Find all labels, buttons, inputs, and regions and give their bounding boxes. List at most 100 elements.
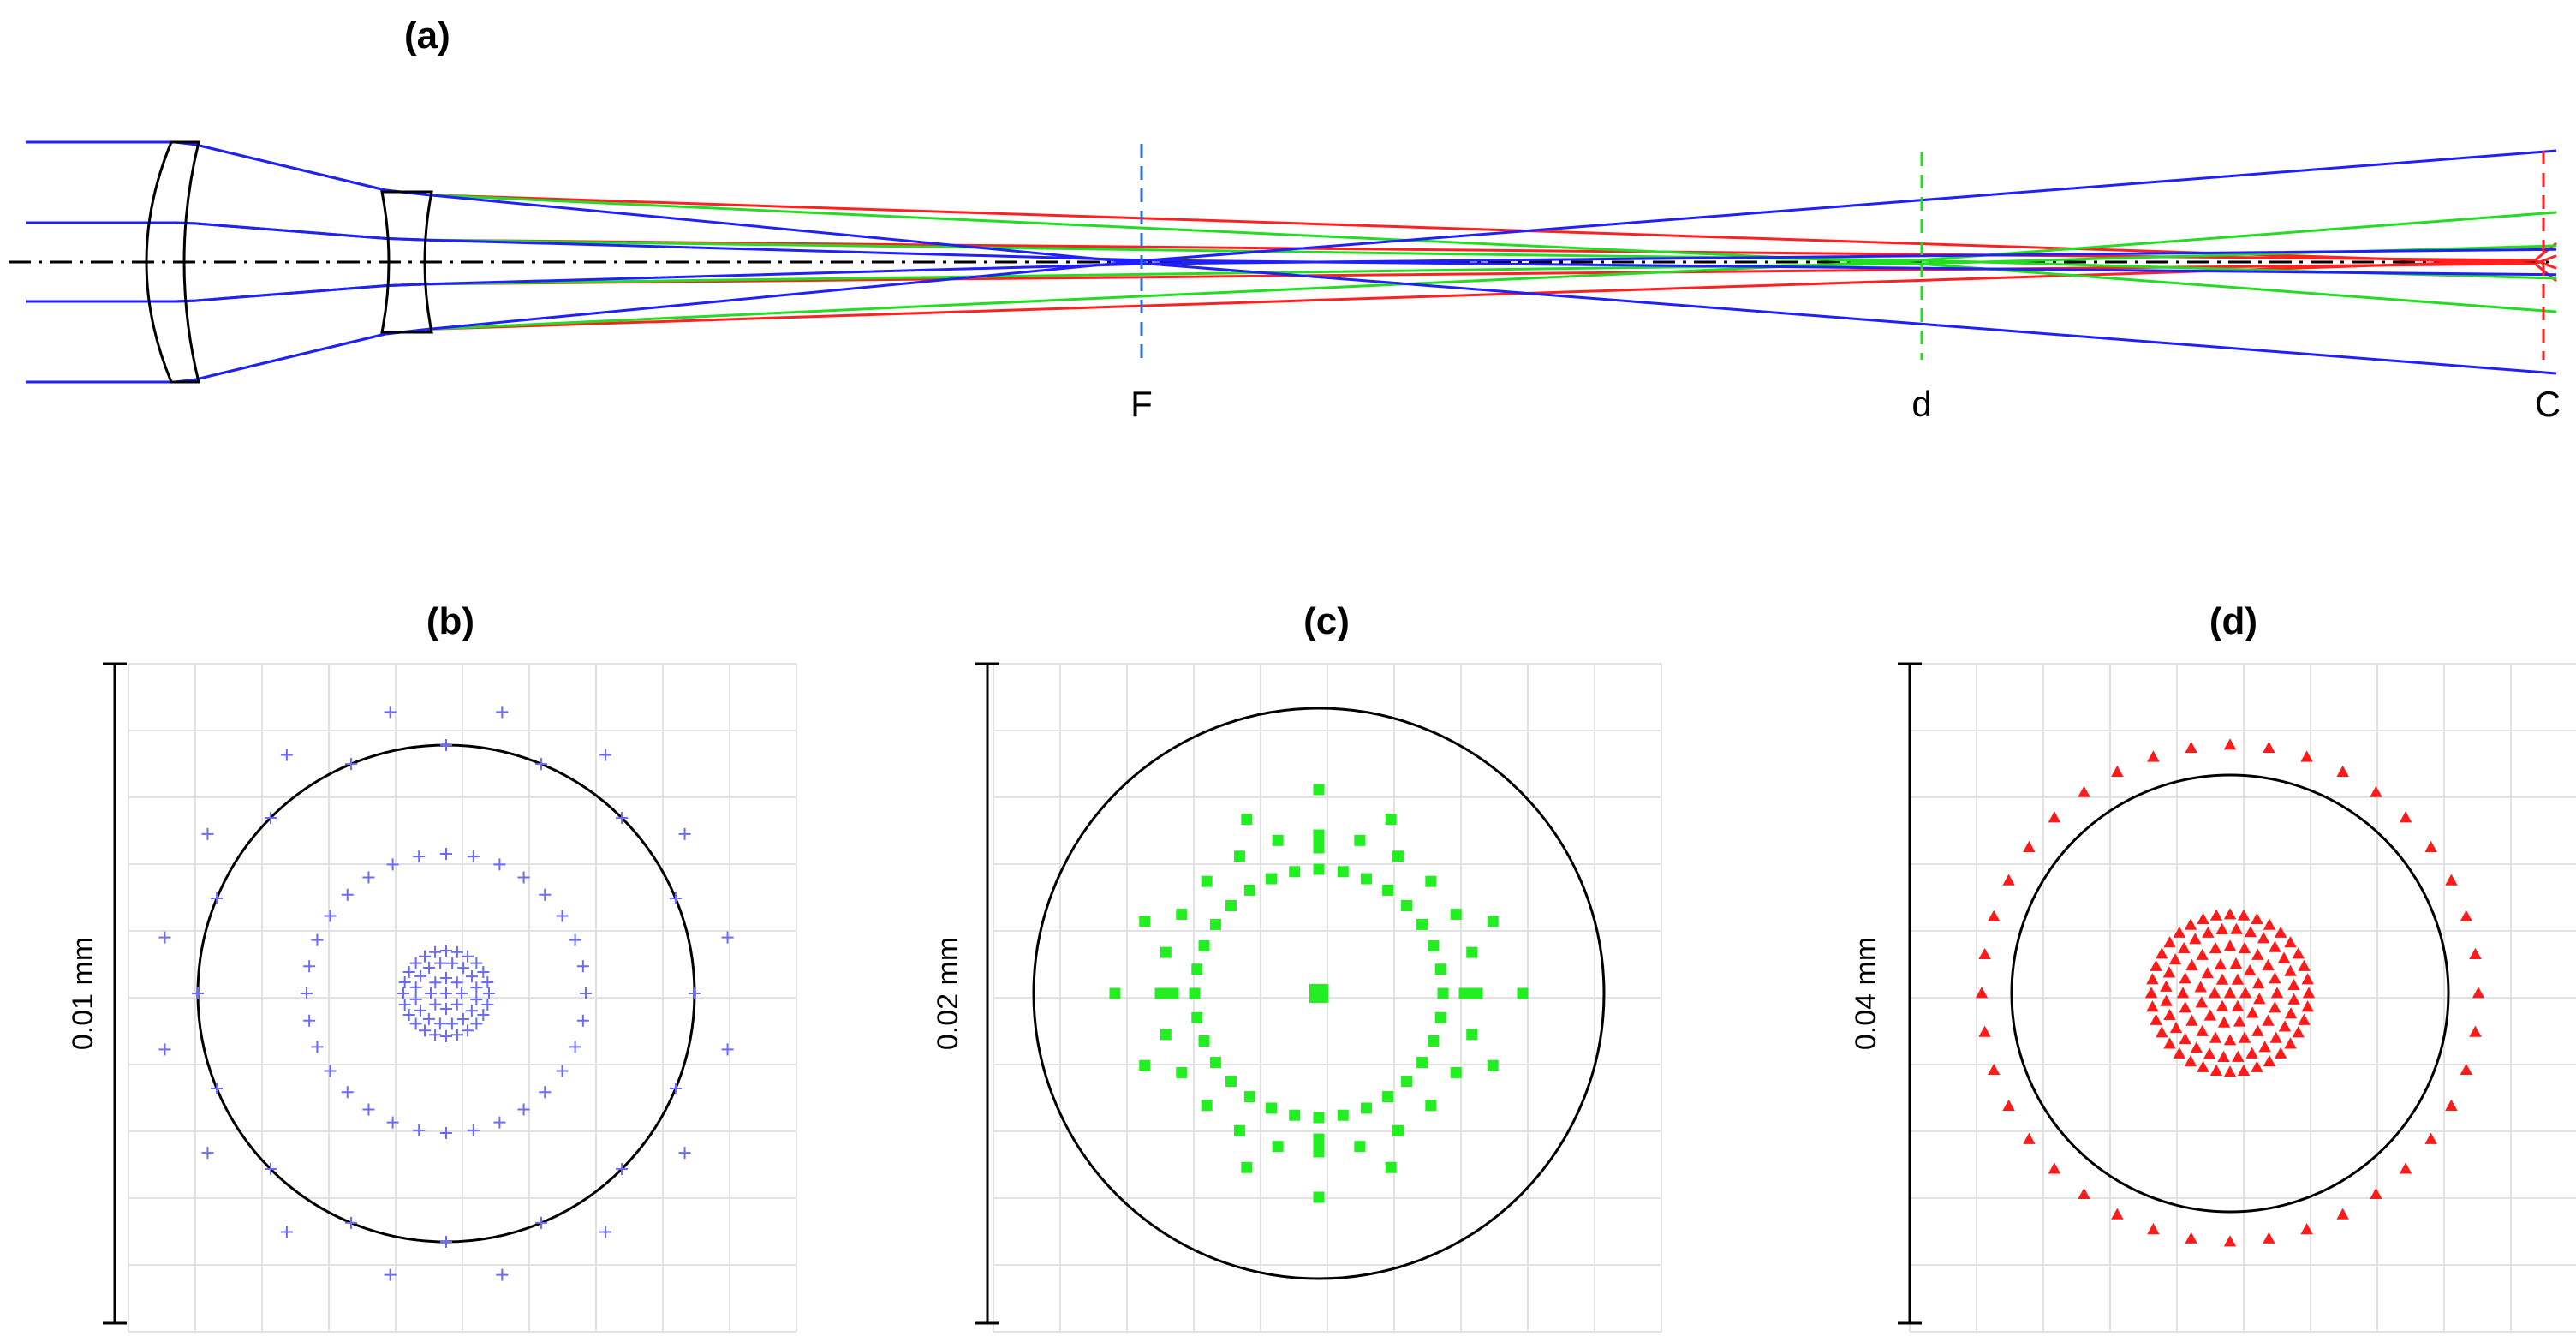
spot-point: [158, 1043, 171, 1056]
spot-point: [450, 976, 463, 989]
spot-point: [1385, 1161, 1397, 1173]
spot-point: [576, 1014, 589, 1027]
spot-diagram-c: [1109, 784, 1529, 1203]
spot-point: [2185, 958, 2198, 971]
ray-d-3: [26, 211, 2557, 384]
spot-point: [2146, 973, 2159, 985]
spot-point: [2150, 959, 2162, 971]
spot-point: [2185, 1232, 2197, 1244]
spot-point: [1313, 784, 1325, 796]
spot-point: [1416, 1057, 1428, 1069]
spot-point: [2185, 1014, 2198, 1026]
spot-point: [534, 758, 547, 771]
spot-point: [477, 1009, 490, 1021]
spot-point: [2208, 987, 2221, 999]
spot-point: [2263, 1232, 2275, 1244]
spot-point: [2209, 1031, 2222, 1043]
spot-point: [211, 892, 224, 905]
spot-point: [2269, 972, 2281, 984]
spot-center: [1309, 984, 1328, 1003]
ray-F-2: [26, 248, 2557, 303]
spot-point: [556, 910, 569, 922]
spot-point: [1337, 866, 1349, 878]
spot-point: [1450, 909, 1462, 920]
spot-point: [616, 1163, 629, 1176]
spot-point: [2245, 1047, 2258, 1059]
spot-point: [402, 1009, 415, 1021]
spot-point: [2223, 987, 2237, 999]
spot-point: [192, 987, 204, 999]
spot-point: [2258, 1041, 2271, 1053]
spot-point: [1978, 1025, 1991, 1037]
spot-point: [2284, 936, 2297, 948]
spot-point: [1313, 863, 1325, 875]
spot-point: [1139, 916, 1151, 927]
spot-point: [402, 966, 415, 978]
spot-point: [1313, 1191, 1325, 1203]
spot-point: [2298, 959, 2311, 971]
spot-point: [1176, 909, 1188, 920]
spot-point: [2162, 966, 2176, 978]
spot-point: [462, 950, 474, 963]
spot-point: [280, 1226, 293, 1238]
spot-point: [1987, 910, 2001, 921]
spot-point: [2300, 750, 2313, 762]
spot-point: [1978, 947, 1991, 960]
spot-point: [2209, 1064, 2223, 1077]
spot-point: [2469, 947, 2482, 960]
spot-point: [576, 960, 589, 973]
spot-point: [1354, 834, 1366, 846]
spot-point: [280, 749, 293, 761]
spot-point: [2231, 999, 2245, 1011]
panel-a-label: (a): [404, 15, 450, 57]
spot-point: [470, 993, 483, 1006]
spot-point: [1437, 987, 1449, 999]
spot-point: [1243, 1091, 1255, 1103]
spot-point: [429, 945, 442, 958]
spot-point: [413, 1124, 426, 1136]
spot-point: [689, 987, 701, 999]
spot-point: [1458, 987, 1470, 999]
ray-d-0: [26, 140, 2557, 313]
spot-point: [384, 706, 397, 719]
ray-C-0: [26, 140, 2557, 283]
spot-point: [398, 998, 411, 1011]
spot-point: [1243, 884, 1255, 896]
spot-point: [324, 910, 337, 922]
plane-d-label: d: [1911, 384, 1931, 424]
spot-point: [386, 1116, 399, 1129]
spot-point: [440, 1030, 452, 1042]
spot-point: [2184, 1054, 2197, 1067]
spot-point: [2203, 1047, 2216, 1059]
spot-point: [434, 957, 447, 969]
spot-point: [1225, 899, 1237, 911]
spot-point: [721, 931, 734, 944]
spot-point: [1360, 1102, 1372, 1114]
spot-point: [466, 970, 479, 983]
spot-diagram-b: [158, 706, 734, 1281]
convex-lens-icon: [145, 140, 200, 384]
spot-point: [450, 945, 463, 958]
spot-point: [423, 961, 436, 974]
spot-point: [1313, 1112, 1325, 1124]
spot-point: [2277, 951, 2291, 963]
spot-point: [2269, 1001, 2281, 1013]
spot-point: [462, 1024, 474, 1037]
spot-point: [2472, 987, 2485, 999]
spot-point: [201, 827, 214, 840]
spot-point: [440, 848, 452, 860]
spot-point: [2176, 987, 2190, 999]
spot-point: [721, 1043, 734, 1056]
spot-point: [2185, 741, 2197, 753]
plane-F-label: F: [1130, 384, 1153, 424]
spot-point: [2163, 1008, 2176, 1021]
spot-point: [445, 1017, 458, 1030]
spot-point: [2287, 978, 2300, 991]
spot-point: [440, 1236, 452, 1248]
airy-circle-d: [2010, 773, 2450, 1214]
spot-point: [2223, 738, 2237, 750]
spot-point: [2201, 967, 2214, 979]
spot-point: [2287, 993, 2300, 1005]
spot-point: [1392, 1124, 1404, 1136]
spot-point: [1266, 1102, 1278, 1114]
